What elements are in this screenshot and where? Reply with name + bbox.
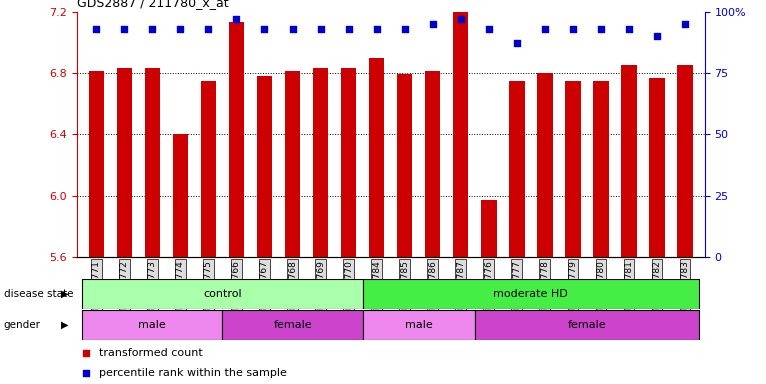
Text: gender: gender xyxy=(4,320,41,330)
Text: female: female xyxy=(273,320,312,330)
Bar xyxy=(82,279,362,309)
Bar xyxy=(537,73,552,257)
Text: ▶: ▶ xyxy=(61,320,69,330)
Bar xyxy=(397,74,412,257)
Point xyxy=(314,26,326,32)
Point xyxy=(483,26,495,32)
Point xyxy=(286,26,299,32)
Point xyxy=(567,26,579,32)
Text: transformed count: transformed count xyxy=(99,348,202,358)
Point xyxy=(651,33,663,39)
Text: male: male xyxy=(404,320,433,330)
Bar xyxy=(145,68,160,257)
Point xyxy=(398,26,411,32)
Text: moderate HD: moderate HD xyxy=(493,289,568,299)
Point xyxy=(174,26,186,32)
Bar xyxy=(229,22,244,257)
Bar xyxy=(201,81,216,257)
Point xyxy=(258,26,270,32)
Bar xyxy=(453,12,469,257)
Bar xyxy=(677,65,692,257)
Point xyxy=(679,21,691,27)
Bar xyxy=(285,71,300,257)
Point xyxy=(80,370,92,376)
Bar xyxy=(362,310,475,340)
Point xyxy=(538,26,551,32)
Bar xyxy=(650,78,665,257)
Bar xyxy=(475,310,699,340)
Point xyxy=(342,26,355,32)
Text: percentile rank within the sample: percentile rank within the sample xyxy=(99,368,286,378)
Bar xyxy=(257,76,272,257)
Point xyxy=(511,40,523,46)
Point xyxy=(146,26,159,32)
Bar xyxy=(222,310,362,340)
Text: GDS2887 / 211780_x_at: GDS2887 / 211780_x_at xyxy=(77,0,228,9)
Point xyxy=(118,26,130,32)
Bar xyxy=(89,71,104,257)
Bar xyxy=(565,81,581,257)
Point xyxy=(202,26,214,32)
Point xyxy=(90,26,103,32)
Point xyxy=(623,26,635,32)
Point xyxy=(371,26,383,32)
Text: ▶: ▶ xyxy=(61,289,69,299)
Text: male: male xyxy=(139,320,166,330)
Bar xyxy=(509,81,525,257)
Text: disease state: disease state xyxy=(4,289,74,299)
Text: female: female xyxy=(568,320,606,330)
Bar xyxy=(621,65,637,257)
Point xyxy=(231,16,243,22)
Bar xyxy=(425,71,440,257)
Bar xyxy=(172,134,188,257)
Point xyxy=(427,21,439,27)
Bar xyxy=(82,310,222,340)
Bar xyxy=(593,81,609,257)
Bar xyxy=(341,68,356,257)
Point xyxy=(80,349,92,356)
Bar xyxy=(369,58,385,257)
Bar xyxy=(481,200,496,257)
Bar xyxy=(116,68,132,257)
Bar xyxy=(362,279,699,309)
Text: control: control xyxy=(203,289,242,299)
Point xyxy=(455,16,467,22)
Bar xyxy=(313,68,329,257)
Point xyxy=(595,26,607,32)
